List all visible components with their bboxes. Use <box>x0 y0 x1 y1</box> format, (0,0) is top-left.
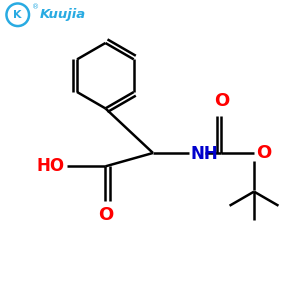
Text: O: O <box>98 206 113 224</box>
Text: Kuujia: Kuujia <box>39 8 86 21</box>
Text: O: O <box>214 92 229 110</box>
Text: HO: HO <box>36 157 64 175</box>
Text: NH: NH <box>190 146 218 164</box>
Text: K: K <box>14 10 22 20</box>
Text: ®: ® <box>32 4 39 10</box>
Text: O: O <box>256 144 272 162</box>
